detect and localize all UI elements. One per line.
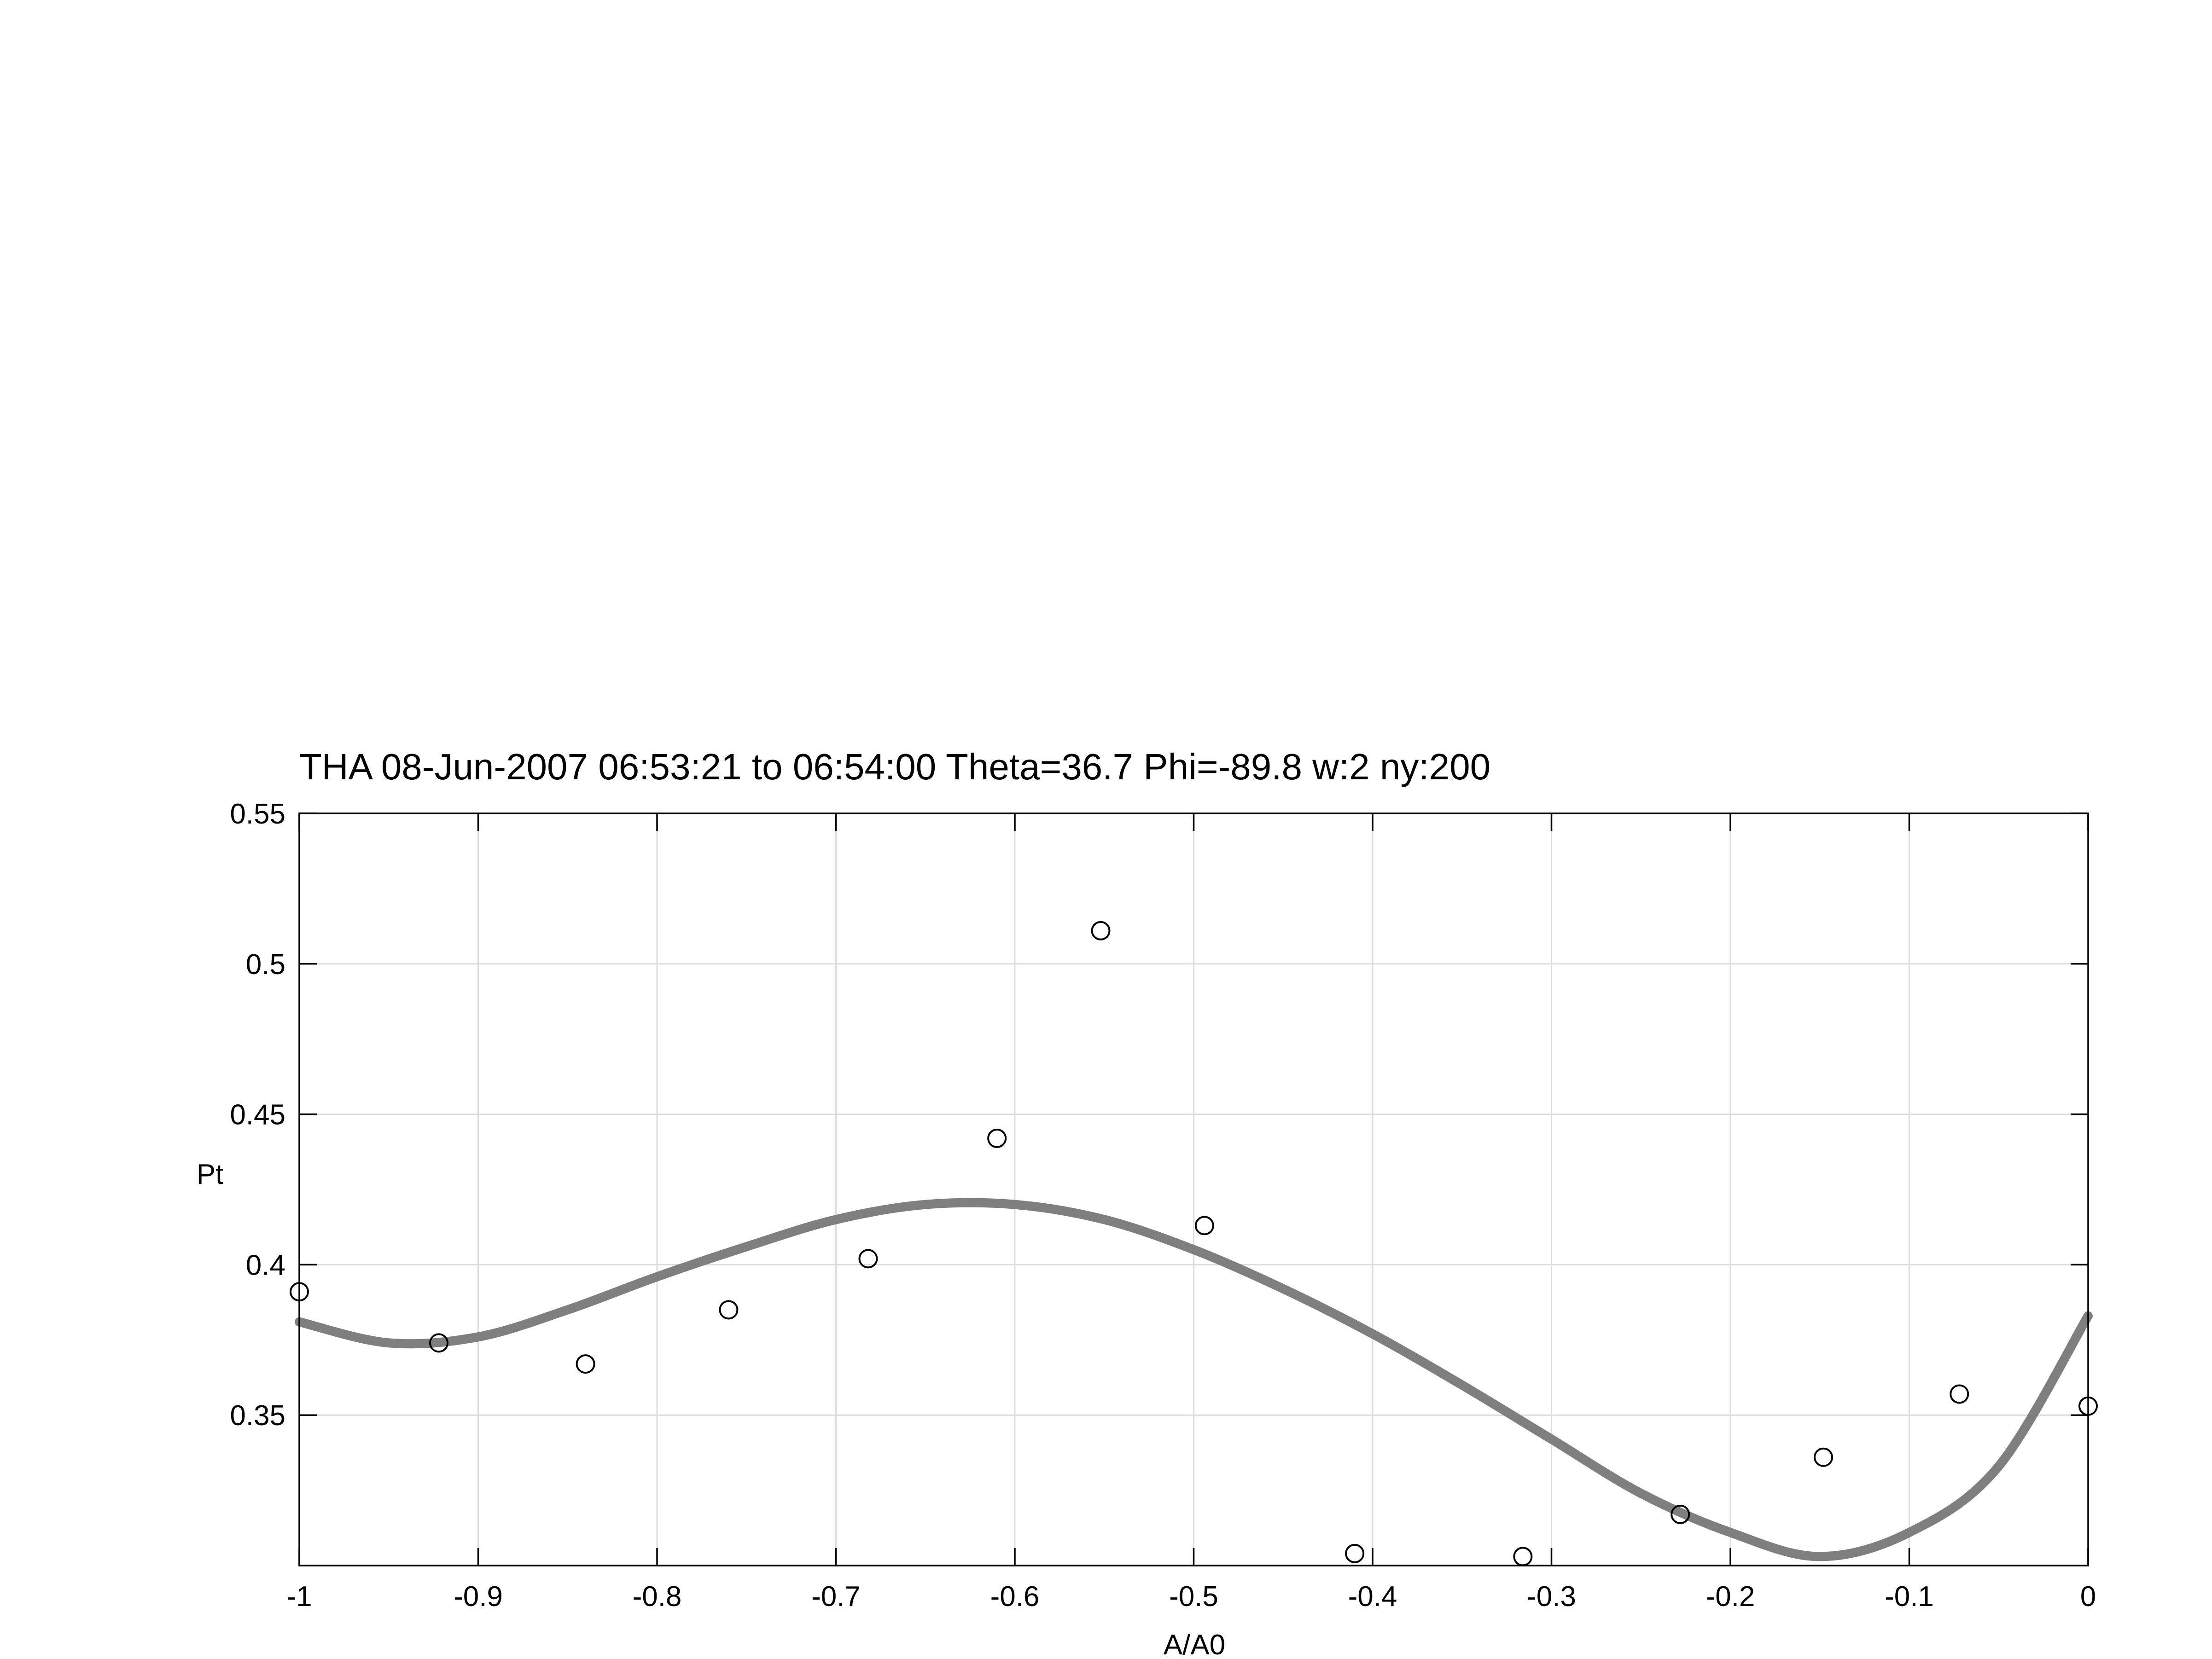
x-tick-label: 0	[2080, 1581, 2096, 1613]
data-point	[1950, 1384, 1969, 1404]
x-tick-label: -0.9	[454, 1581, 503, 1613]
data-point	[1091, 921, 1111, 940]
y-axis-label: Pt	[197, 1159, 224, 1190]
y-tick-label: 0.45	[230, 1099, 285, 1131]
data-point	[576, 1354, 595, 1374]
y-tick-labels: 0.35 0.4 0.45 0.5 0.55	[230, 798, 285, 1432]
x-tick-label: -0.6	[990, 1581, 1040, 1613]
data-point	[429, 1333, 449, 1353]
x-tick-label: -0.7	[811, 1581, 861, 1613]
y-tick-label: 0.4	[246, 1249, 285, 1281]
x-tick-label: -0.2	[1706, 1581, 1755, 1613]
x-axis-label: A/A0	[1164, 1629, 1225, 1659]
data-point	[987, 1128, 1007, 1148]
data-point	[1345, 1543, 1365, 1563]
x-tick-label: -0.1	[1885, 1581, 1934, 1613]
x-tick-label: -0.3	[1527, 1581, 1576, 1613]
x-tick-labels: -1 -0.9 -0.8 -0.7 -0.6 -0.5 -0.4 -0.3 -0.2 -0.1 0	[286, 1581, 2096, 1613]
fit-curve	[295, 1198, 2093, 1561]
x-tick-label: -0.4	[1348, 1581, 1397, 1613]
y-tick-label: 0.5	[246, 949, 285, 980]
x-tick-label: -0.5	[1169, 1581, 1218, 1613]
data-point	[1814, 1447, 1834, 1467]
y-tick-label: 0.55	[230, 798, 285, 830]
y-tick-label: 0.35	[230, 1400, 285, 1432]
fit-curve-layer	[295, 1198, 2093, 1561]
x-tick-label: -1	[286, 1581, 312, 1613]
axis-ticks	[298, 812, 2089, 1566]
data-point	[719, 1300, 739, 1320]
chart-title: THA 08-Jun-2007 06:53:21 to 06:54:00 The…	[299, 746, 1490, 787]
data-point	[1671, 1504, 1690, 1524]
x-tick-label: -0.8	[633, 1581, 682, 1613]
data-point	[858, 1249, 878, 1269]
data-point	[1194, 1216, 1214, 1236]
